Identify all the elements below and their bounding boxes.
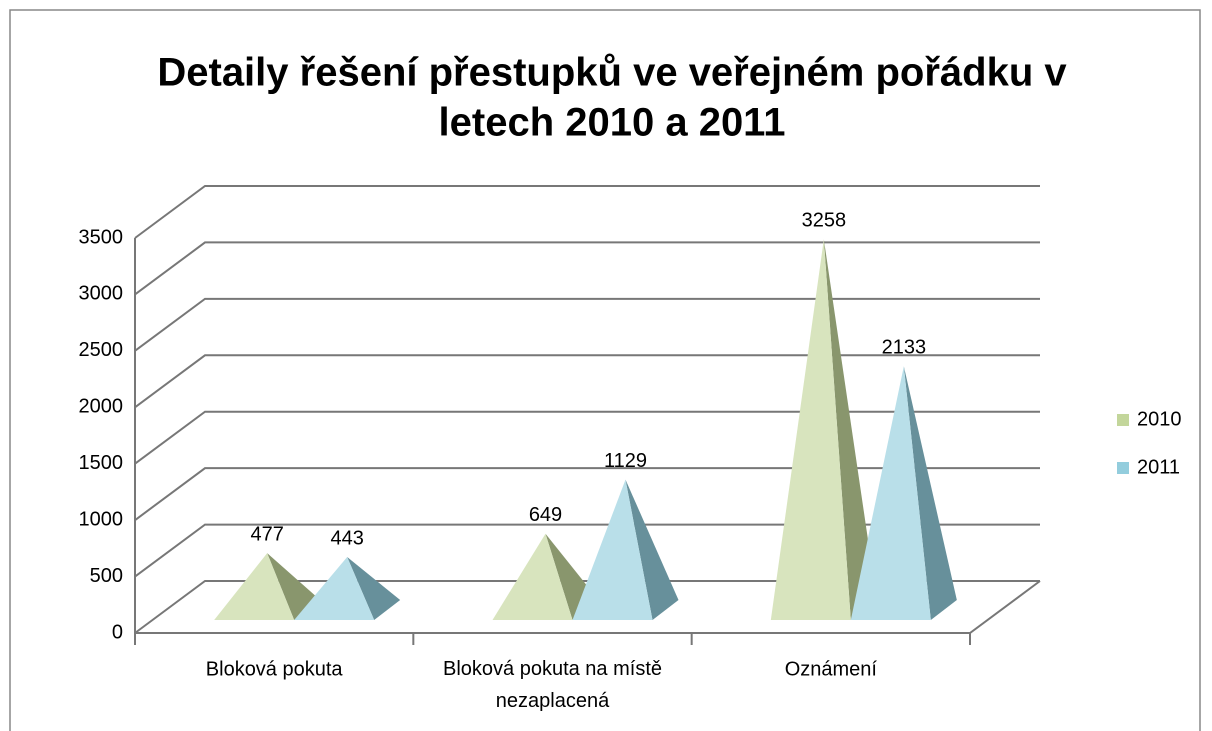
data-label: 2133: [882, 337, 927, 359]
pyramid-side: [347, 557, 401, 620]
pyramid-side: [625, 479, 679, 620]
y-tick-label: 1500: [79, 452, 124, 474]
legend-swatch: [1117, 414, 1129, 426]
pyramid: [770, 239, 851, 620]
chart-title: Detaily řešení přestupků ve veřejném poř…: [157, 51, 1067, 95]
data-label: 1129: [604, 450, 647, 472]
pyramid-side: [823, 239, 877, 620]
y-tick-label: 2000: [79, 396, 124, 418]
data-label: 477: [250, 523, 283, 545]
grid-line: [134, 297, 1040, 352]
pyramid: [214, 553, 295, 620]
pyramid: [492, 533, 573, 620]
grid-line: [134, 241, 1040, 296]
y-tick-label: 3500: [79, 226, 124, 248]
chart-title: letech 2010 a 2011: [439, 101, 786, 145]
pyramid: [294, 557, 375, 620]
x-tick-label: Bloková pokuta: [206, 658, 344, 680]
grid-line: [134, 523, 1040, 578]
x-tick-label: Oznámení: [785, 658, 878, 680]
y-tick-label: 2500: [79, 339, 124, 361]
grid-line: [134, 580, 1040, 634]
grid-line: [134, 410, 1040, 465]
legend-swatch: [1117, 462, 1129, 474]
grid-line: [134, 354, 1040, 409]
x-tick-label: Bloková pokuta na místě nezaplacená: [443, 658, 662, 712]
pyramid-side: [903, 366, 957, 620]
grid-line: [134, 467, 1040, 521]
data-label: 443: [330, 527, 363, 549]
pyramid: [572, 479, 653, 620]
legend-label: 2010: [1137, 408, 1182, 430]
legend-label: 2011: [1137, 456, 1180, 478]
pyramid: [850, 366, 931, 620]
y-tick-label: 500: [90, 565, 123, 587]
chart-border: [9, 9, 1201, 731]
grid-line: [134, 185, 1040, 239]
y-tick-label: 1000: [79, 508, 124, 530]
y-tick-label: 0: [112, 621, 123, 643]
y-tick-label: 3000: [79, 283, 124, 305]
pyramid-side: [267, 553, 321, 620]
data-label: 3258: [802, 210, 847, 232]
data-label: 649: [529, 504, 562, 526]
